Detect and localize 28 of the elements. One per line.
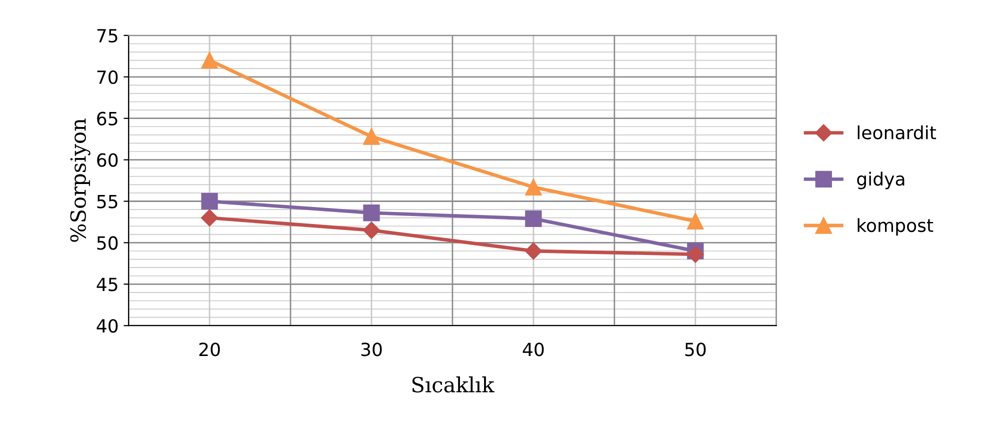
point [525, 178, 542, 196]
point [363, 128, 380, 145]
legend-label: gidya [857, 172, 904, 190]
x-tick-label: 40 [522, 342, 544, 356]
legend-label: kompost [858, 218, 934, 236]
y-tick-label: 50 [97, 236, 118, 250]
x-tick-label: 20 [199, 342, 220, 356]
point [201, 52, 218, 69]
y-tick-label: 70 [97, 70, 118, 84]
y-axis-title: %Sorpsiyon [70, 118, 90, 242]
y-tick-label: 45 [96, 278, 118, 292]
point [200, 209, 218, 226]
x-tick-label: 30 [361, 342, 382, 356]
point [687, 212, 704, 230]
y-tick-label: 40 [96, 319, 118, 333]
y-tick-label: 65 [97, 112, 118, 126]
point [525, 210, 542, 227]
point [201, 192, 218, 210]
point [524, 242, 542, 260]
point [363, 204, 380, 222]
point [362, 222, 380, 239]
y-tick-label: 60 [97, 153, 118, 167]
point [686, 246, 704, 263]
legend-label: leonardit [858, 125, 936, 140]
y-tick-label: 75 [97, 29, 118, 43]
y-tick-label: 55 [97, 194, 118, 208]
x-axis-title: Sıcaklık [412, 376, 494, 393]
x-tick-label: 50 [685, 342, 706, 356]
